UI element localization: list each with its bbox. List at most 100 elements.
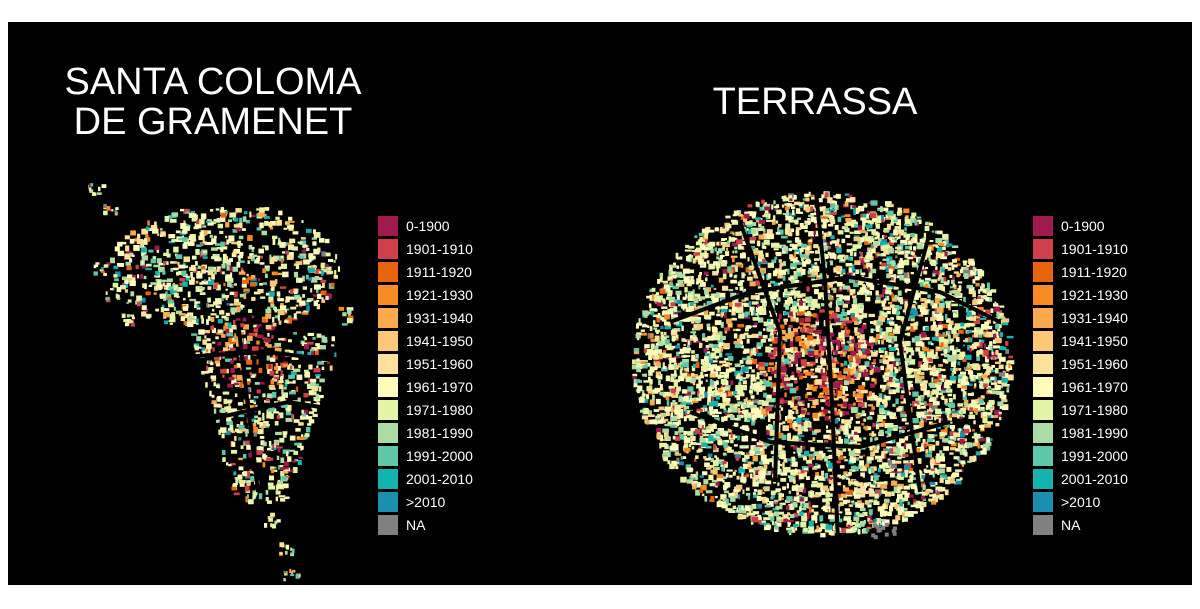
building-footprint (889, 241, 895, 246)
building-footprint (741, 272, 745, 279)
building-footprint (690, 442, 697, 446)
building-footprint (859, 392, 864, 398)
building-footprint (958, 428, 962, 434)
building-footprint (276, 519, 281, 523)
building-footprint (247, 276, 255, 280)
building-footprint (298, 364, 301, 368)
building-footprint (908, 467, 913, 472)
building-footprint (830, 357, 835, 363)
building-footprint (723, 410, 731, 413)
building-footprint (798, 305, 805, 312)
building-footprint (90, 183, 94, 187)
building-footprint (233, 382, 239, 386)
building-footprint (262, 318, 266, 322)
building-footprint (251, 254, 258, 257)
building-footprint (131, 316, 135, 320)
building-footprint (303, 435, 308, 440)
building-footprint (922, 356, 927, 362)
building-footprint (278, 412, 284, 419)
building-footprint (694, 235, 698, 238)
building-footprint (747, 276, 753, 281)
building-footprint (810, 307, 815, 310)
building-footprint (864, 376, 870, 381)
building-footprint (965, 337, 969, 343)
building-footprint (665, 343, 672, 349)
building-footprint (267, 515, 271, 520)
building-footprint (879, 241, 887, 246)
building-footprint (774, 375, 777, 378)
building-footprint (237, 260, 245, 263)
building-footprint (888, 505, 894, 512)
building-footprint (255, 404, 258, 410)
building-footprint (283, 578, 286, 582)
building-footprint (935, 416, 939, 420)
building-footprint (271, 286, 275, 291)
building-footprint (987, 344, 993, 351)
building-footprint (991, 351, 994, 355)
building-footprint (862, 511, 868, 516)
building-footprint (876, 397, 883, 403)
building-footprint (910, 300, 917, 303)
building-footprint (707, 351, 711, 354)
building-footprint (161, 279, 168, 283)
building-footprint (854, 371, 859, 377)
building-footprint (820, 453, 826, 459)
building-footprint (305, 228, 312, 233)
building-footprint (801, 471, 808, 477)
building-footprint (272, 316, 275, 323)
building-footprint (938, 321, 942, 328)
building-footprint (794, 237, 800, 243)
building-footprint (698, 445, 702, 451)
building-footprint (749, 473, 753, 479)
building-footprint (195, 346, 202, 349)
building-footprint (947, 393, 953, 397)
building-footprint (840, 363, 844, 367)
building-footprint (211, 273, 215, 280)
building-footprint (135, 264, 139, 270)
building-footprint (121, 276, 129, 281)
building-footprint (647, 325, 650, 329)
building-footprint (140, 242, 145, 249)
building-footprint (732, 232, 735, 236)
building-footprint (274, 308, 281, 312)
building-footprint (994, 301, 997, 306)
building-footprint (196, 272, 203, 279)
building-footprint (824, 192, 829, 198)
building-footprint (854, 454, 860, 457)
building-footprint (147, 220, 150, 226)
building-footprint (748, 512, 756, 516)
building-footprint (155, 308, 159, 312)
building-footprint (827, 492, 831, 497)
building-footprint (176, 271, 180, 276)
building-footprint (932, 404, 938, 411)
building-footprint (879, 464, 883, 469)
building-footprint (905, 215, 909, 219)
building-footprint (889, 472, 895, 478)
building-footprint (967, 344, 970, 351)
building-footprint (317, 277, 323, 280)
building-footprint (196, 336, 202, 342)
building-footprint (917, 412, 921, 419)
building-footprint (259, 282, 263, 286)
building-footprint (223, 242, 229, 246)
building-footprint (233, 492, 240, 496)
building-footprint (855, 413, 862, 418)
building-footprint (790, 498, 794, 505)
building-footprint (160, 284, 163, 289)
building-footprint (825, 294, 832, 299)
building-footprint (313, 300, 319, 307)
building-footprint (310, 381, 316, 386)
building-footprint (964, 354, 972, 360)
building-footprint (713, 360, 718, 363)
building-footprint (677, 419, 681, 425)
building-footprint (791, 438, 799, 442)
building-footprint (786, 240, 792, 243)
building-footprint (171, 212, 179, 217)
building-footprint (966, 315, 971, 320)
building-footprint (898, 233, 902, 237)
building-footprint (194, 304, 197, 308)
building-footprint (270, 512, 275, 517)
building-footprint (889, 351, 894, 357)
building-footprint (716, 478, 724, 482)
building-footprint (933, 311, 937, 315)
